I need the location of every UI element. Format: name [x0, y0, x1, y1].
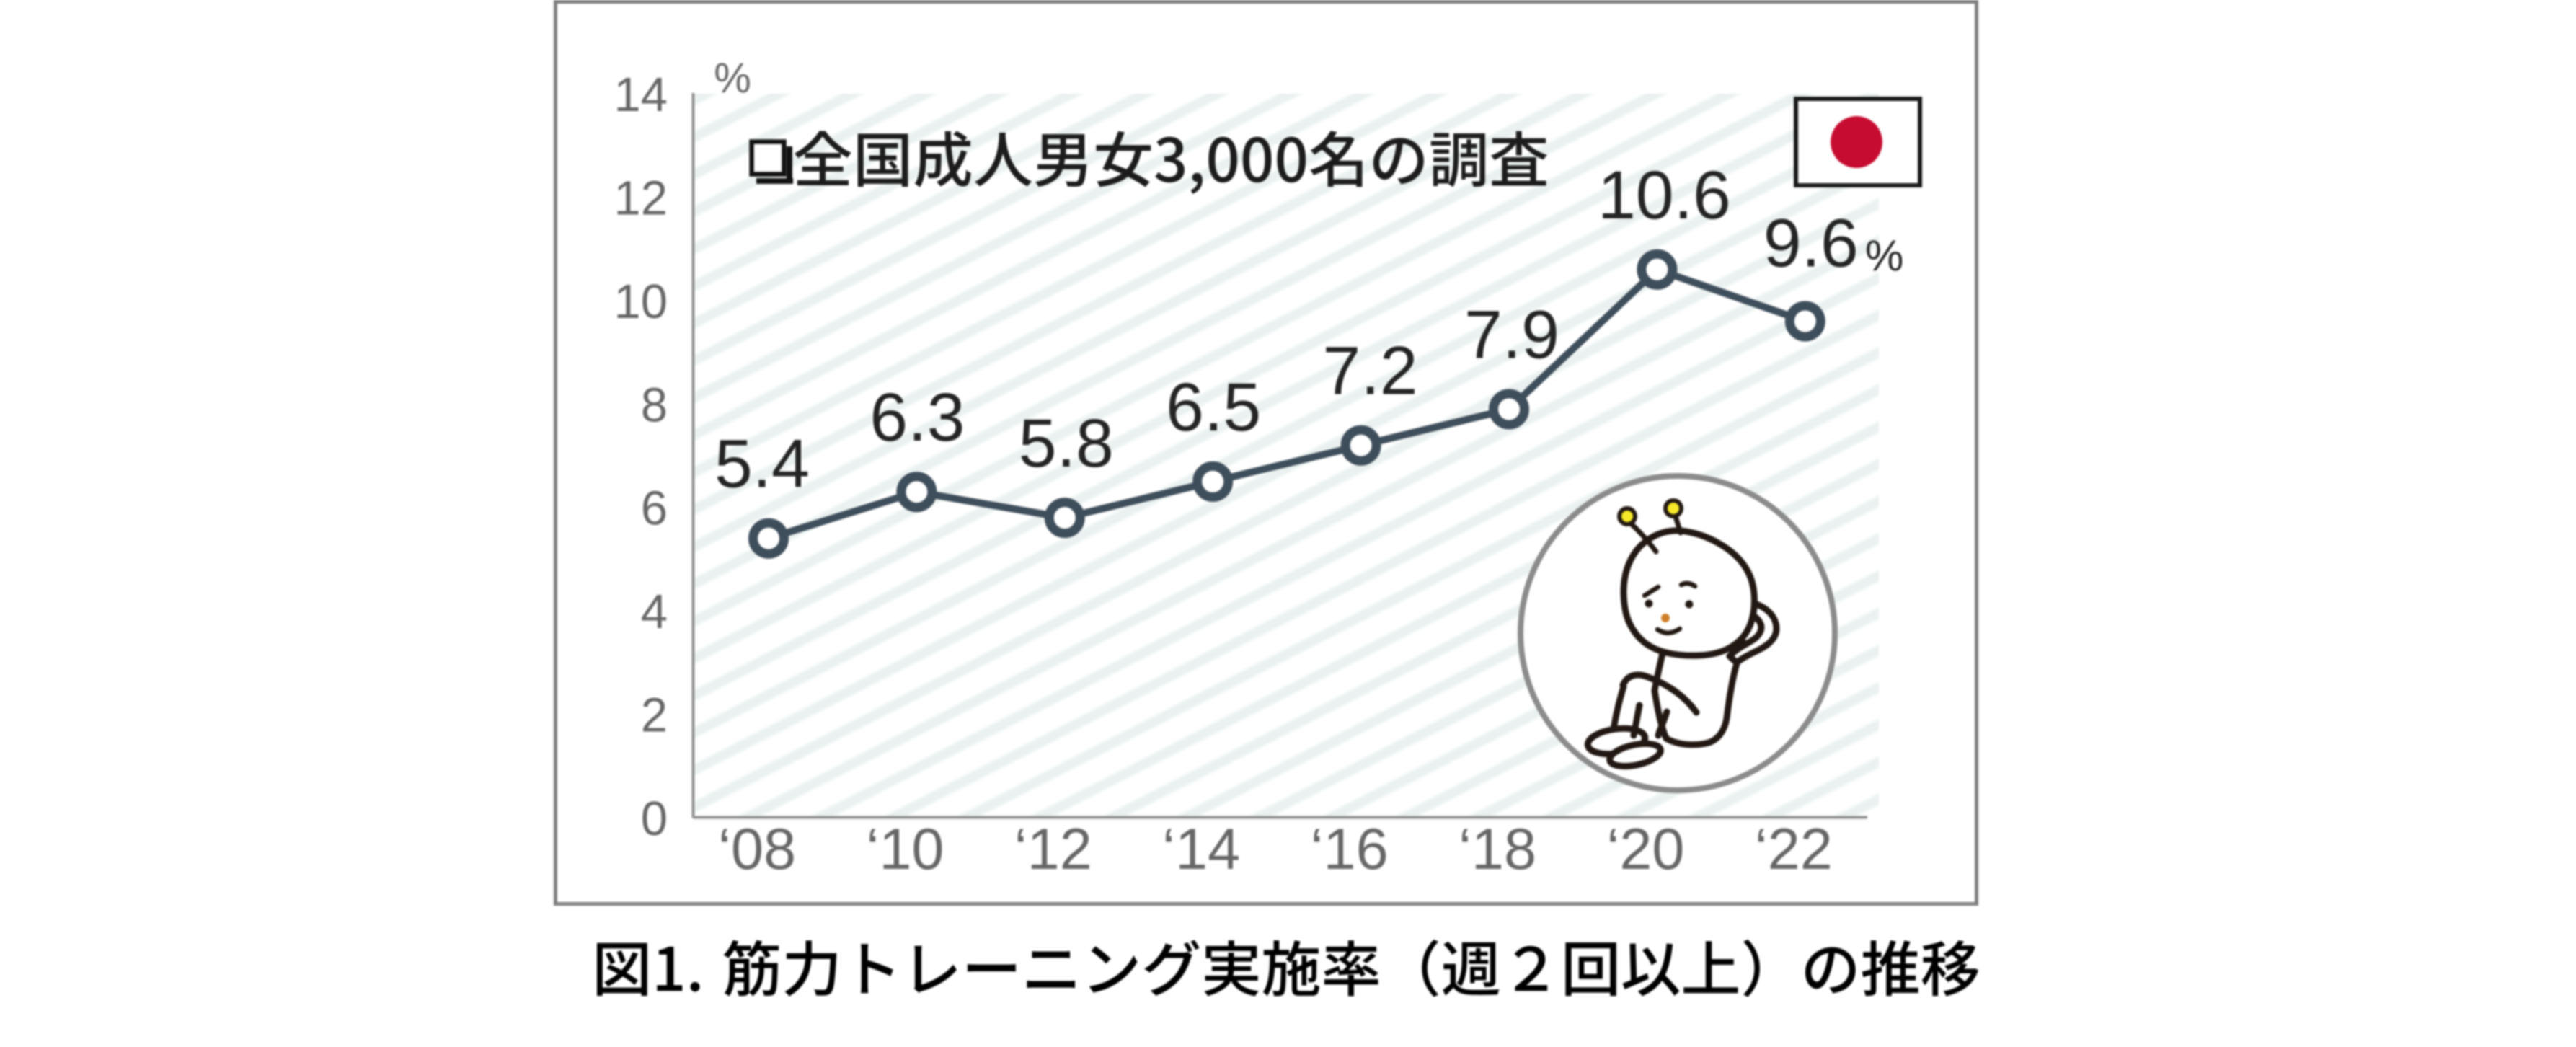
svg-text:‘12: ‘12 [1014, 817, 1092, 882]
svg-text:5.4: 5.4 [714, 426, 810, 503]
svg-text:‘08: ‘08 [718, 817, 796, 882]
svg-text:4: 4 [641, 585, 668, 639]
svg-text:6: 6 [641, 482, 668, 536]
svg-text:7.2: 7.2 [1323, 333, 1418, 410]
svg-text:6.5: 6.5 [1166, 369, 1261, 446]
svg-text:‘20: ‘20 [1606, 817, 1684, 882]
svg-text:10.6: 10.6 [1598, 157, 1731, 234]
svg-text:%: % [714, 55, 751, 102]
svg-text:10: 10 [614, 275, 668, 329]
svg-text:%: % [1865, 231, 1903, 280]
svg-text:6.3: 6.3 [869, 379, 965, 456]
svg-text:5.8: 5.8 [1019, 405, 1114, 482]
svg-text:‘22: ‘22 [1755, 817, 1833, 882]
svg-text:0: 0 [641, 792, 668, 846]
svg-text:‘14: ‘14 [1162, 817, 1240, 882]
svg-text:8: 8 [641, 378, 668, 432]
svg-text:14: 14 [614, 68, 668, 122]
svg-text:9.6: 9.6 [1763, 206, 1859, 282]
svg-text:‘10: ‘10 [866, 817, 944, 882]
svg-text:7.9: 7.9 [1464, 297, 1559, 374]
svg-text:12: 12 [614, 171, 668, 225]
svg-text:‘16: ‘16 [1311, 817, 1389, 882]
svg-text:2: 2 [641, 689, 668, 743]
svg-text:‘18: ‘18 [1459, 817, 1536, 882]
